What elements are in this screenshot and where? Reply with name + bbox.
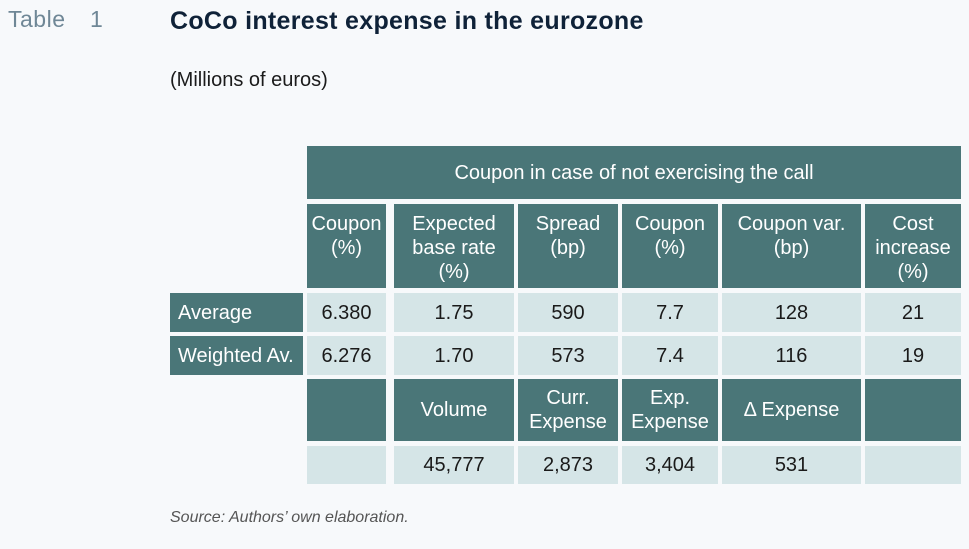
summary-cell: 531 [722,446,861,484]
summary-header: Volume [394,379,514,441]
table-cell: 6.380 [307,293,386,332]
table-cell: 7.4 [622,336,718,375]
row-header: Average [170,293,303,332]
table-cell: 1.75 [394,293,514,332]
column-header: Cost increase (%) [865,204,961,288]
table-cell: 7.7 [622,293,718,332]
page-subtitle: (Millions of euros) [170,69,328,91]
summary-header: Exp. Expense [622,379,718,441]
summary-cell [865,446,961,484]
column-header: Expected base rate (%) [394,204,514,288]
table-number: 1 [90,6,103,32]
summary-header: Curr. Expense [518,379,618,441]
table-cell: 1.70 [394,336,514,375]
table-cell: 116 [722,336,861,375]
table-cell: 573 [518,336,618,375]
row-header: Weighted Av. [170,336,303,375]
summary-cell: 3,404 [622,446,718,484]
column-header: Coupon var. (bp) [722,204,861,288]
table-cell: 21 [865,293,961,332]
summary-header [307,379,386,441]
table-cell: 6.276 [307,336,386,375]
table-cell: 19 [865,336,961,375]
page-title: CoCo interest expense in the eurozone [170,7,644,35]
column-header: Spread (bp) [518,204,618,288]
group-header-cell: Coupon in case of not exercising the cal… [307,146,961,199]
table-label: Table [8,6,66,32]
column-header: Coupon (%) [622,204,718,288]
column-header: Coupon (%) [307,204,386,288]
summary-cell [307,446,386,484]
table-cell: 128 [722,293,861,332]
summary-cell: 2,873 [518,446,618,484]
summary-header: Δ Expense [722,379,861,441]
table-cell: 590 [518,293,618,332]
summary-cell: 45,777 [394,446,514,484]
summary-header [865,379,961,441]
source-note: Source: Authors’ own elaboration. [170,509,409,526]
